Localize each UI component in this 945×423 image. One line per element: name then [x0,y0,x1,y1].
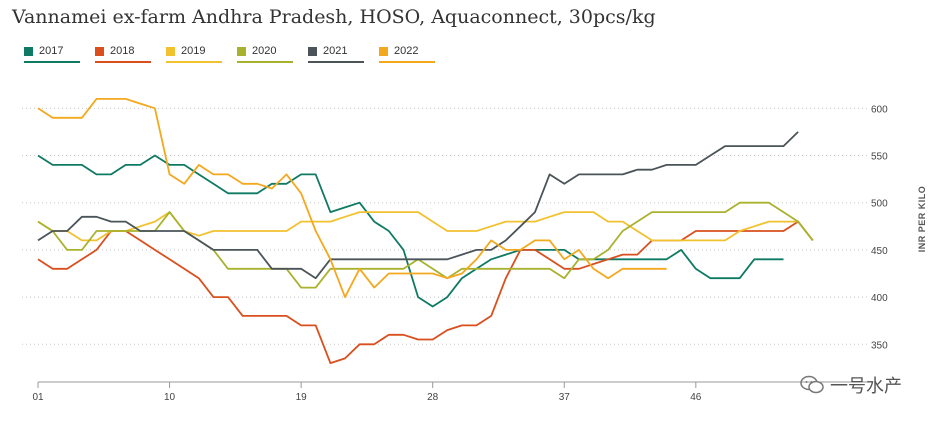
watermark: 一号水产 [800,372,902,398]
y-tick-label: 500 [871,199,888,210]
x-tick-label: 28 [427,392,439,403]
series-line-2021 [37,131,799,280]
legend-item-2019: 2019 [166,44,234,64]
y-tick-label: 450 [871,246,888,257]
x-tick-label: 10 [164,392,176,403]
x-tick-label: 37 [559,392,571,403]
wechat-icon [800,375,824,394]
legend-line [308,61,364,63]
watermark-text: 一号水产 [830,376,902,396]
legend-line [166,61,222,63]
legend-line [24,61,80,63]
y-axis-label: INR PER KILO [917,186,927,253]
y-tick-label: 400 [871,293,888,304]
legend-item-2017: 2017 [24,44,92,64]
legend-label: 2018 [110,45,135,57]
legend-swatch [166,47,175,56]
legend-swatch [237,47,246,56]
chart-title: Vannamei ex-farm Andhra Pradesh, HOSO, A… [12,6,656,28]
legend-item-2020: 2020 [237,44,305,64]
legend-item-2021: 2021 [308,44,376,64]
y-tick-label: 600 [871,104,888,115]
legend-label: 2022 [394,45,419,57]
series-line-2018 [37,220,814,365]
legend-line [237,61,293,63]
legend-label: 2019 [181,45,206,57]
legend-swatch [308,47,317,56]
x-tick-label: 01 [32,392,44,403]
x-tick-label: 46 [690,392,702,403]
legend-label: 2017 [39,45,64,57]
legend-swatch [24,47,33,56]
legend-item-2018: 2018 [95,44,163,64]
legend: 2017 2018 2019 2020 2021 2022 [24,44,450,64]
legend-label: 2021 [323,45,348,57]
legend-swatch [95,47,104,56]
legend-swatch [379,47,388,56]
series-line-2020 [37,201,814,289]
y-tick-label: 550 [871,152,888,163]
legend-label: 2020 [252,45,277,57]
legend-line [95,61,151,63]
legend-line [379,61,435,63]
legend-item-2022: 2022 [379,44,447,64]
series-line-2022 [37,98,667,299]
series-line-2019 [37,211,799,242]
y-tick-label: 350 [871,340,888,351]
x-tick-label: 19 [296,392,308,403]
